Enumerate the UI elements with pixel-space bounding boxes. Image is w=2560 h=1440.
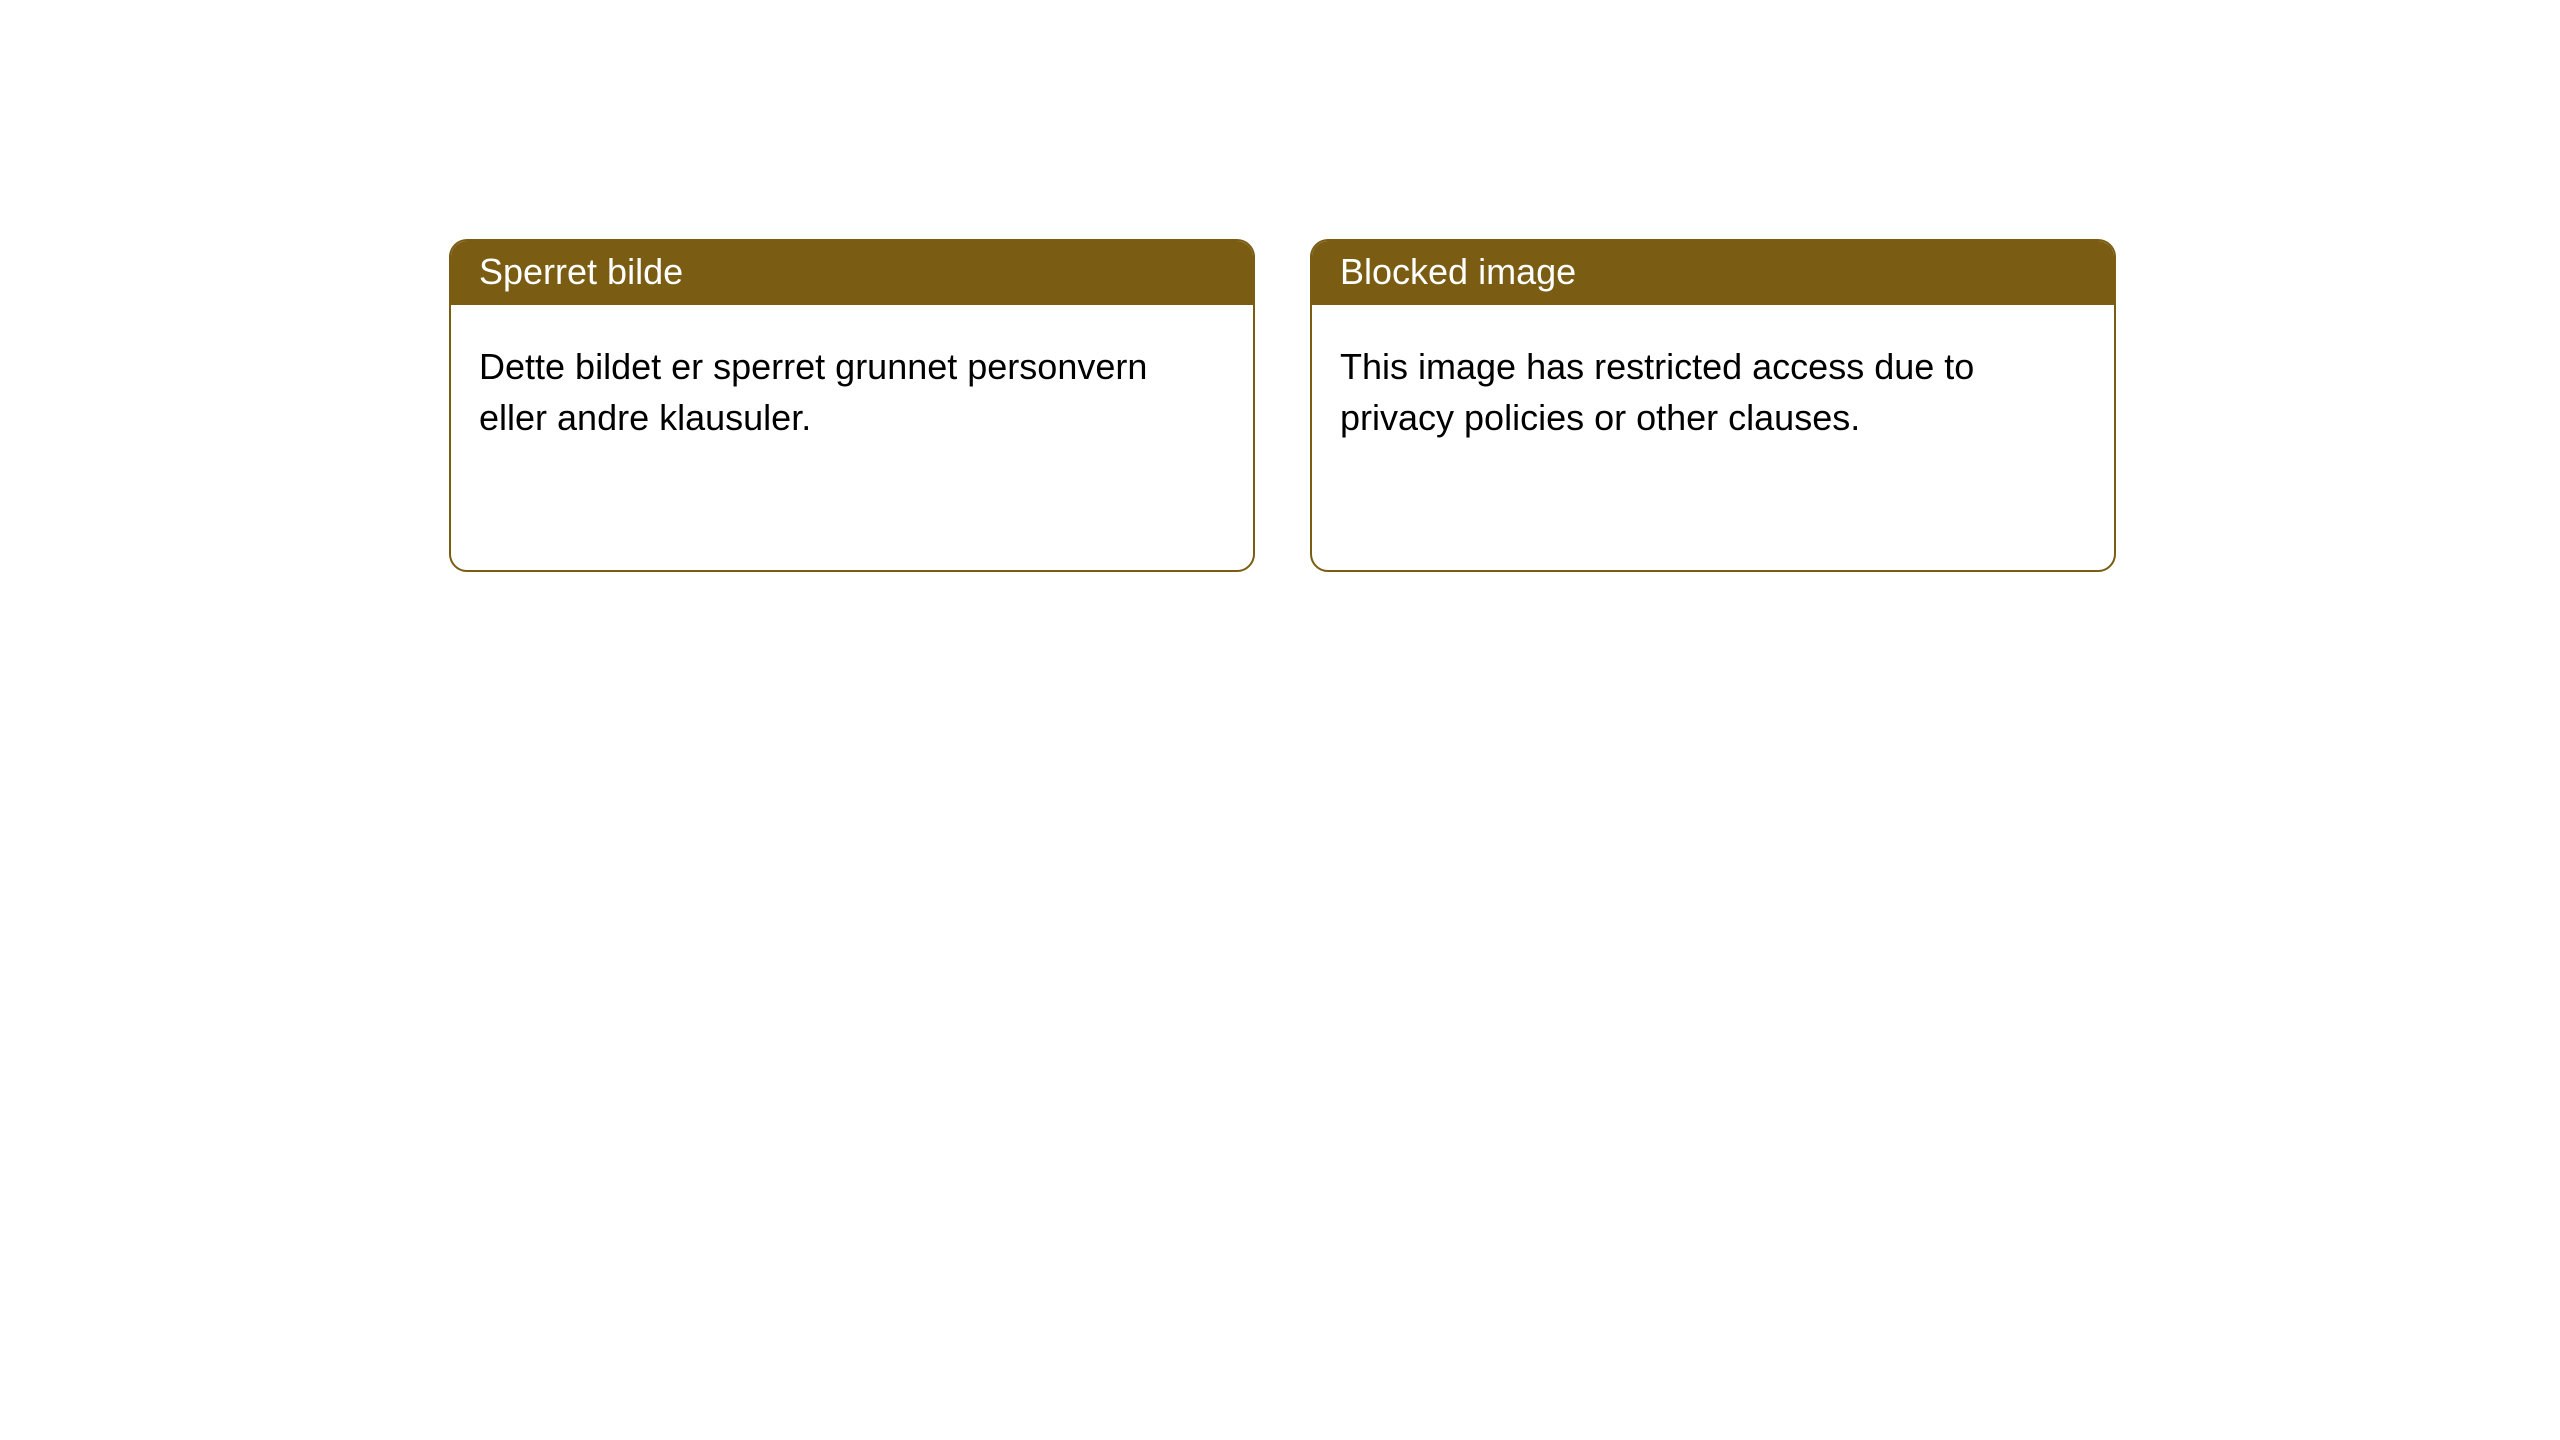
card-body-text: Dette bildet er sperret grunnet personve… [479,346,1147,438]
card-title: Sperret bilde [479,251,683,292]
card-body: This image has restricted access due to … [1312,305,2114,479]
notice-card-english: Blocked image This image has restricted … [1310,239,2116,572]
card-header: Sperret bilde [451,241,1253,305]
card-body: Dette bildet er sperret grunnet personve… [451,305,1253,479]
card-header: Blocked image [1312,241,2114,305]
notice-card-norwegian: Sperret bilde Dette bildet er sperret gr… [449,239,1255,572]
notice-cards-container: Sperret bilde Dette bildet er sperret gr… [0,0,2560,572]
card-title: Blocked image [1340,251,1576,292]
card-body-text: This image has restricted access due to … [1340,346,1974,438]
